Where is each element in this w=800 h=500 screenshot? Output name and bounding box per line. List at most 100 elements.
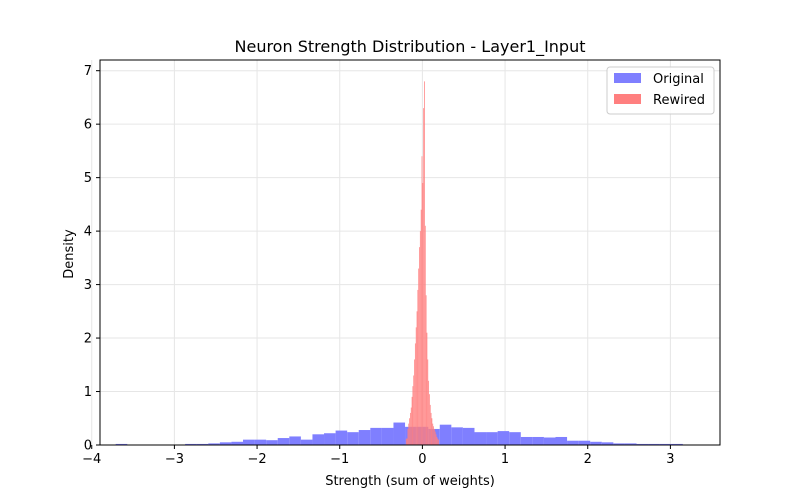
histogram-bar-original	[474, 432, 487, 445]
histogram-bar-original	[266, 440, 278, 445]
histogram-bar-original	[567, 440, 579, 445]
histogram-bar-original	[648, 443, 660, 445]
y-tick-label: 1	[84, 385, 92, 400]
x-tick-label: −4	[82, 452, 101, 467]
histogram-bar-original	[312, 434, 325, 445]
histogram-bar-rewired	[434, 431, 436, 445]
histogram-bar-rewired	[433, 428, 435, 445]
y-tick-label: 3	[84, 278, 92, 293]
y-tick-label: 7	[84, 64, 92, 79]
histogram-bar-original	[324, 433, 336, 445]
histogram-bar-rewired	[414, 343, 416, 445]
histogram-bar-rewired	[419, 247, 420, 445]
histogram-bars	[115, 81, 683, 445]
histogram-bar-rewired	[429, 394, 430, 445]
histogram-bar-rewired	[408, 423, 410, 445]
x-tick-label: 0	[418, 452, 426, 467]
histogram-bar-original	[115, 443, 128, 445]
histogram-bar-original	[555, 436, 568, 445]
histogram-bar-rewired	[425, 295, 427, 445]
histogram-bar-original	[381, 427, 394, 445]
histogram-bar-rewired	[414, 359, 415, 445]
histogram-bar-rewired	[409, 418, 410, 445]
histogram-bar-original	[196, 443, 209, 445]
histogram-bar-rewired	[419, 231, 421, 445]
grid-lines	[91, 60, 720, 446]
histogram-bar-original	[358, 430, 371, 445]
histogram-bar-rewired	[407, 428, 409, 445]
histogram-bar-rewired	[435, 434, 437, 445]
y-tick-label: 5	[84, 171, 92, 186]
histogram-bar-original	[393, 422, 406, 445]
histogram-bar-original	[590, 441, 602, 445]
histogram-bar-rewired	[429, 404, 431, 445]
histogram-bar-rewired	[424, 81, 425, 445]
y-tick-label: 4	[84, 225, 92, 240]
histogram-bar-rewired	[410, 412, 411, 445]
legend-swatch-original	[614, 73, 641, 83]
histogram-bar-original	[613, 443, 625, 445]
x-tick-label: 2	[584, 452, 592, 467]
histogram-bar-original	[439, 424, 452, 445]
histogram-bar-original	[231, 441, 244, 445]
histogram-bar-rewired	[406, 438, 408, 445]
histogram-bar-rewired	[415, 327, 417, 445]
histogram-bar-original	[601, 442, 614, 445]
histogram-bar-original	[300, 439, 313, 445]
histogram-bar-rewired	[420, 209, 422, 445]
histogram-bar-rewired	[410, 407, 412, 445]
histogram-bar-original	[370, 427, 382, 445]
histogram-bar-rewired	[405, 438, 407, 445]
legend-label-rewired: Rewired	[653, 93, 705, 108]
histogram-bar-original	[347, 432, 359, 445]
histogram-bar-rewired	[436, 436, 438, 445]
legend-swatch-rewired	[614, 94, 641, 104]
histogram-bar-original	[185, 443, 197, 445]
histogram-bar-rewired	[417, 289, 419, 445]
histogram-bar-original	[289, 436, 301, 445]
histogram-bar-original	[243, 439, 255, 445]
histogram-bar-rewired	[412, 386, 414, 445]
histogram-bar-rewired	[423, 108, 425, 445]
histogram-bar-original	[636, 443, 649, 445]
x-axis-label: Strength (sum of weights)	[325, 474, 495, 489]
x-tick-label: 3	[666, 452, 674, 467]
histogram-bar-rewired	[424, 225, 426, 445]
histogram-bar-rewired	[427, 359, 429, 445]
histogram-bar-original	[671, 443, 683, 445]
histogram-bar-rewired	[431, 418, 433, 445]
axis-ticks: −4 −3 −2 −1 0 1 2 3 0 1 2 3 4 5 6 7	[82, 64, 674, 467]
y-tick-label: 0	[84, 439, 92, 454]
y-tick-label: 2	[84, 332, 92, 347]
histogram-bar-rewired	[428, 380, 430, 445]
histogram-bar-rewired	[433, 426, 434, 445]
histogram-bar-original	[578, 440, 591, 445]
histogram-bar-original	[277, 438, 290, 445]
histogram-bar-original	[624, 443, 637, 445]
histogram-bar-rewired	[432, 423, 434, 445]
histogram-bar-rewired	[421, 156, 423, 445]
histogram-bar-original	[254, 439, 267, 445]
histogram-bar-original	[497, 431, 510, 445]
histogram-bar-rewired	[426, 332, 428, 445]
series-original-bars	[115, 422, 683, 445]
histogram-bar-rewired	[411, 396, 413, 445]
x-tick-label: −3	[165, 452, 184, 467]
histogram-bar-original	[659, 443, 672, 445]
histogram-bar-original	[208, 443, 220, 445]
histogram-bar-original	[335, 430, 348, 445]
histogram-bar-original	[509, 432, 521, 445]
histogram-bar-original	[486, 432, 498, 445]
x-tick-label: 1	[501, 452, 509, 467]
plot-frame	[99, 59, 721, 446]
histogram-bar-original	[462, 427, 475, 445]
histogram-bar-rewired	[437, 438, 439, 445]
legend-label-original: Original	[653, 72, 704, 87]
histogram-bar-rewired	[422, 182, 424, 445]
histogram-bar-rewired	[430, 412, 432, 445]
histogram-bar-original	[543, 437, 556, 445]
histogram-bar-original	[219, 442, 232, 445]
histogram-bar-rewired	[418, 268, 420, 445]
x-tick-label: −1	[330, 452, 349, 467]
